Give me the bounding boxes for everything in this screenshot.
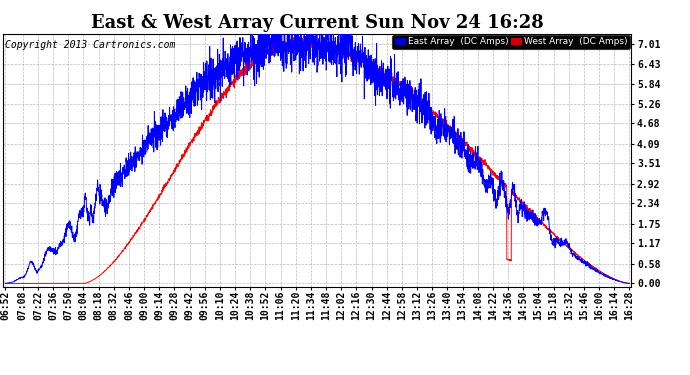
Title: East & West Array Current Sun Nov 24 16:28: East & West Array Current Sun Nov 24 16:…	[91, 14, 544, 32]
Legend: East Array  (DC Amps), West Array  (DC Amps): East Array (DC Amps), West Array (DC Amp…	[393, 35, 630, 49]
Text: Copyright 2013 Cartronics.com: Copyright 2013 Cartronics.com	[5, 40, 175, 50]
